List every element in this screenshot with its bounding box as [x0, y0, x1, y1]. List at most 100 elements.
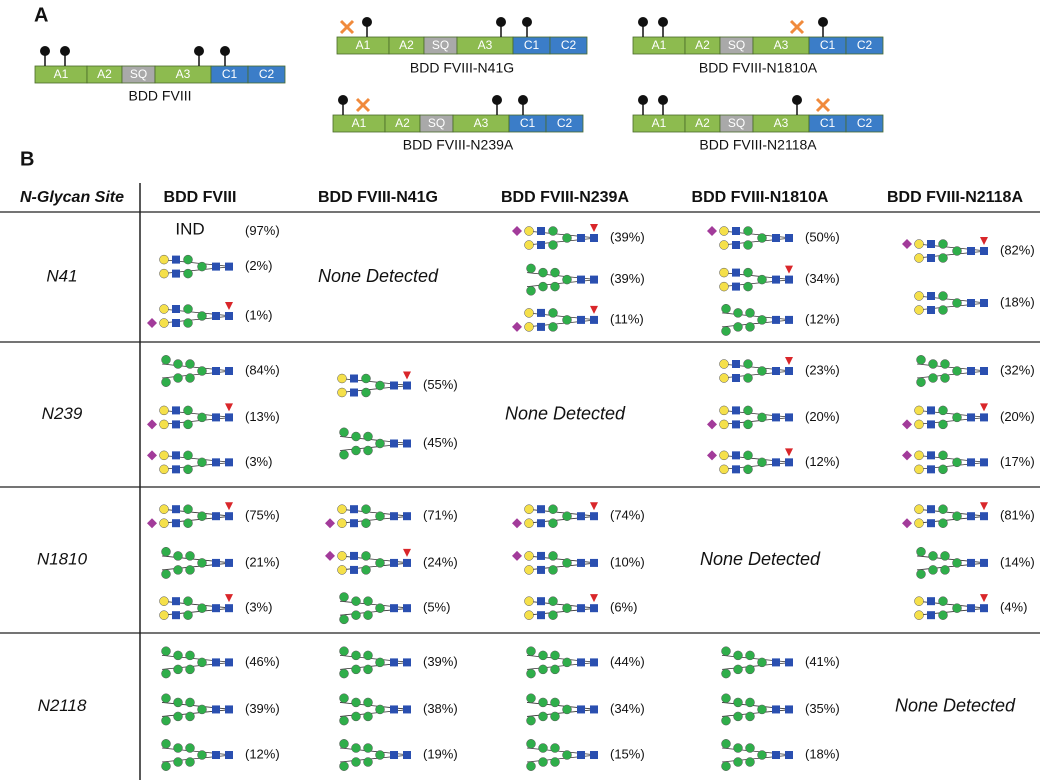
percentage: (32%)	[1000, 362, 1035, 377]
glycan-pin-head	[518, 95, 528, 105]
monosaccharide	[185, 697, 195, 708]
monosaccharide	[562, 511, 572, 521]
domain-box	[845, 36, 884, 55]
monosaccharide	[757, 457, 767, 468]
percentage: (20%)	[805, 409, 840, 424]
panel-label: B	[20, 148, 34, 170]
monosaccharide	[902, 239, 912, 249]
monosaccharide	[745, 757, 755, 767]
monosaccharide	[785, 658, 793, 667]
monosaccharide	[927, 611, 935, 620]
monosaccharide	[185, 711, 195, 722]
domain-label: C2	[557, 116, 573, 130]
monosaccharide	[967, 512, 975, 521]
percentage: (74%)	[610, 508, 645, 523]
monosaccharide	[745, 697, 755, 708]
linkage	[721, 319, 793, 328]
domain-label: A3	[774, 38, 789, 52]
monosaccharide	[375, 558, 385, 568]
monosaccharide	[980, 367, 988, 375]
glycan-icon	[339, 739, 411, 771]
monosaccharide	[721, 715, 731, 726]
monosaccharide	[225, 594, 233, 603]
monosaccharide	[172, 406, 180, 415]
monosaccharide	[183, 518, 193, 528]
monosaccharide	[980, 512, 988, 521]
monosaccharide	[927, 306, 935, 314]
monosaccharide	[537, 241, 545, 249]
monosaccharide	[185, 359, 195, 369]
monosaccharide	[375, 438, 385, 449]
monosaccharide	[197, 457, 207, 468]
monosaccharide	[562, 315, 572, 325]
glycan-pin-head	[818, 17, 828, 27]
monosaccharide	[916, 546, 926, 557]
monosaccharide	[225, 751, 233, 760]
monosaccharide	[173, 650, 183, 661]
monosaccharide	[938, 504, 948, 514]
linkage	[339, 655, 411, 663]
monosaccharide	[212, 751, 220, 760]
monosaccharide	[785, 367, 793, 375]
linkage	[161, 662, 233, 670]
monosaccharide	[183, 254, 193, 265]
monosaccharide	[350, 388, 358, 397]
site-label: N2118	[38, 696, 87, 715]
monosaccharide	[914, 291, 924, 301]
glycan-icon	[526, 739, 598, 771]
glycan-icon	[526, 646, 598, 679]
monosaccharide	[928, 373, 938, 383]
monosaccharide	[719, 405, 729, 416]
monosaccharide	[914, 239, 924, 249]
glycan-pin-head	[492, 95, 502, 105]
monosaccharide	[172, 420, 180, 429]
monosaccharide	[225, 604, 233, 613]
monosaccharide	[524, 565, 534, 575]
linkage	[161, 747, 233, 756]
monosaccharide	[537, 551, 545, 560]
site-label: N239	[42, 404, 83, 423]
monosaccharide	[733, 697, 743, 708]
monosaccharide	[351, 596, 361, 606]
domain-label: C1	[520, 116, 536, 130]
monosaccharide	[159, 268, 169, 279]
domain-label: C2	[857, 116, 873, 130]
monosaccharide	[363, 664, 373, 675]
monosaccharide	[914, 450, 924, 461]
monosaccharide	[938, 464, 948, 475]
monosaccharide	[350, 565, 358, 574]
monosaccharide	[524, 240, 534, 250]
none-detected: None Detected	[505, 403, 626, 423]
monosaccharide	[339, 761, 349, 771]
monosaccharide	[952, 511, 962, 521]
monosaccharide	[212, 658, 220, 667]
monosaccharide	[590, 594, 598, 603]
linkage	[526, 702, 598, 710]
glycan-icon	[147, 450, 233, 475]
monosaccharide	[375, 750, 385, 760]
percentage: (18%)	[1000, 294, 1035, 309]
monosaccharide	[337, 565, 347, 575]
monosaccharide	[590, 502, 598, 511]
monosaccharide	[173, 757, 183, 767]
monosaccharide	[361, 504, 371, 514]
monosaccharide	[212, 413, 220, 422]
monosaccharide	[914, 419, 924, 430]
glycan-icon	[526, 693, 598, 726]
monosaccharide	[161, 668, 171, 679]
monosaccharide	[733, 322, 743, 332]
monosaccharide	[927, 451, 935, 460]
monosaccharide	[927, 465, 935, 474]
monosaccharide	[577, 751, 585, 760]
glycan-icon	[902, 502, 988, 529]
monosaccharide	[928, 565, 938, 575]
monosaccharide	[363, 697, 373, 708]
linkage	[161, 562, 233, 571]
monosaccharide	[757, 704, 767, 715]
mutation-x	[815, 97, 831, 113]
monosaccharide	[721, 326, 731, 336]
monosaccharide	[745, 743, 755, 753]
glycan-icon	[902, 403, 988, 430]
glycan-icon	[161, 693, 233, 726]
linkage	[916, 562, 988, 571]
